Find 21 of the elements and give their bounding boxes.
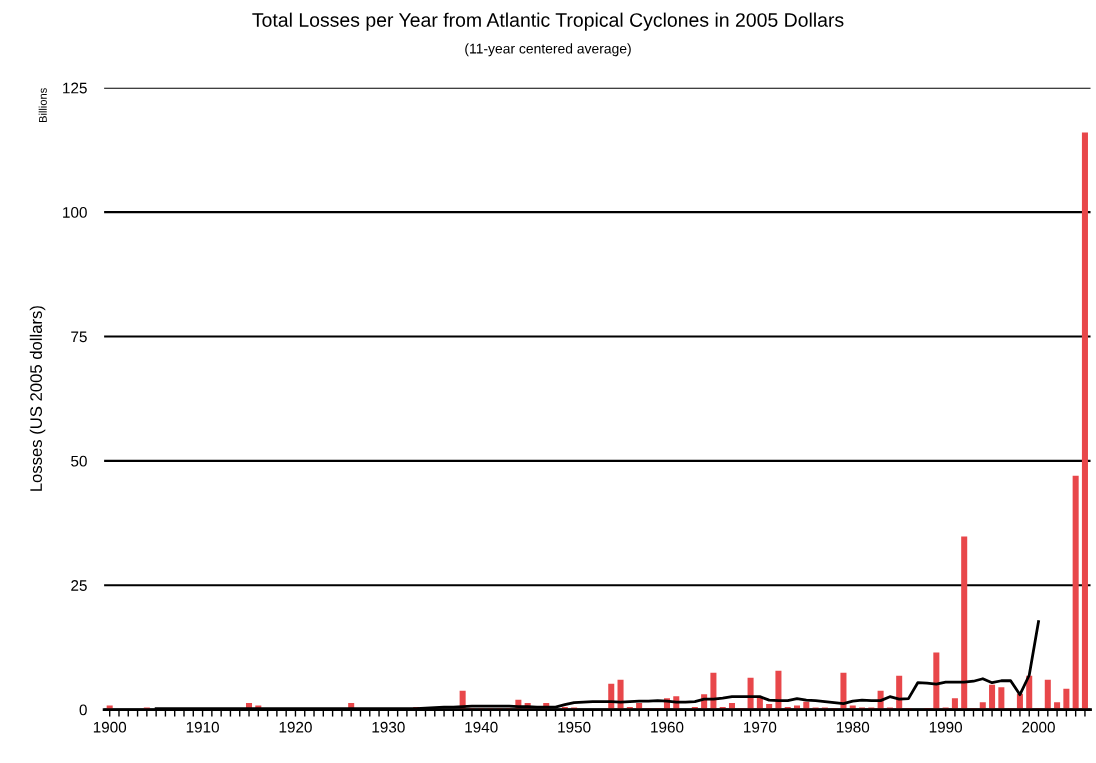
x-tick-label: 1930 xyxy=(372,721,405,733)
x-tick-label: 1920 xyxy=(279,721,312,733)
y-tick-label: 75 xyxy=(71,331,87,343)
x-tick-label: 1960 xyxy=(651,721,684,733)
chart-subtitle: (11-year centered average) xyxy=(465,43,631,57)
x-tick-label: 1980 xyxy=(836,721,870,733)
x-tick-label: 1970 xyxy=(744,721,777,733)
y-tick-label: 25 xyxy=(71,580,87,591)
x-tick-label: 1910 xyxy=(186,721,219,733)
y-tick-label: 100 xyxy=(63,206,87,218)
x-tick-label: 2000 xyxy=(1022,721,1055,733)
y-tick-label: 0 xyxy=(79,704,87,716)
x-tick-label: 1950 xyxy=(558,721,591,733)
text: Billions xyxy=(38,88,47,123)
y-tick-label: 50 xyxy=(71,455,87,467)
y-tick-label: 125 xyxy=(63,82,87,94)
chart-title: Total Losses per Year from Atlantic Tropical Cyclones in 2005 Dollars xyxy=(252,12,844,31)
x-tick-label: 1900 xyxy=(93,721,127,733)
x-tick-label: 1990 xyxy=(929,721,963,733)
x-tick-label: 1940 xyxy=(465,721,498,733)
y-axis-title: Losses (US 2005 dollars) xyxy=(29,306,46,491)
